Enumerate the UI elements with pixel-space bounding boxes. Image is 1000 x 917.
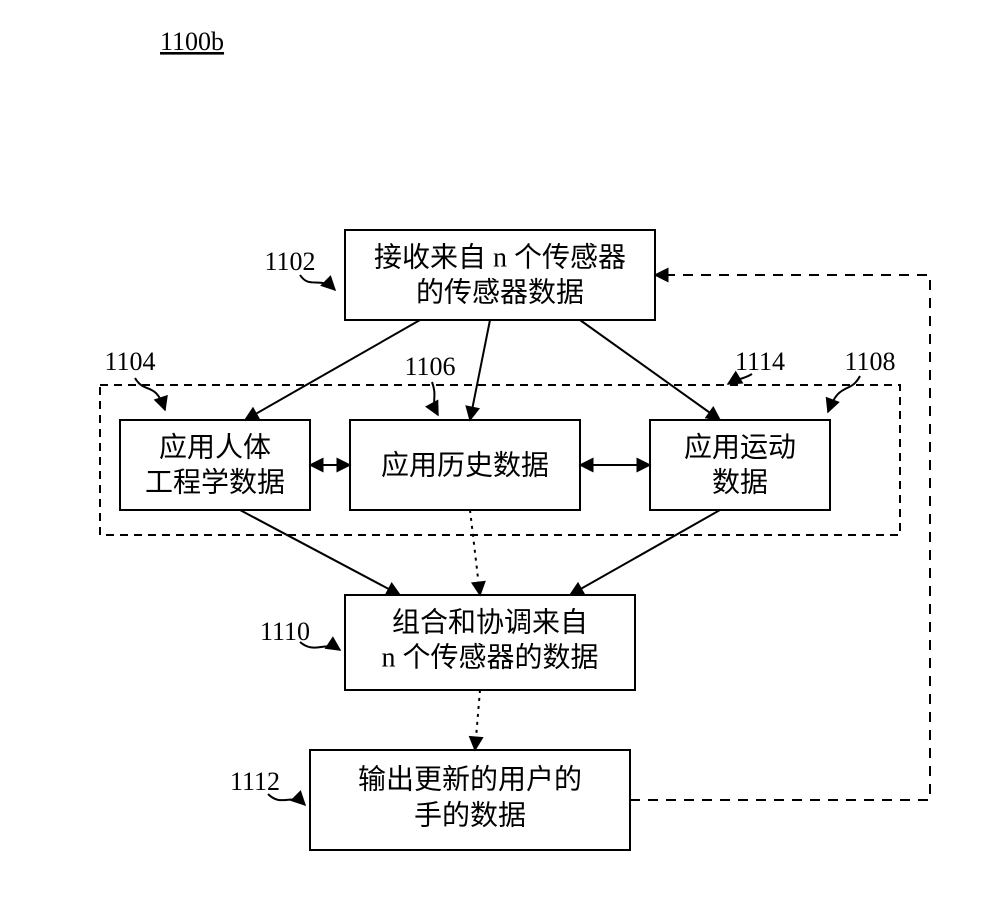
node-1104: 应用人体 工程学数据: [120, 420, 310, 510]
edge-1102-1106: [470, 320, 490, 420]
svg-text:1108: 1108: [844, 347, 895, 376]
svg-text:1104: 1104: [104, 347, 155, 376]
node-1108: 应用运动 数据: [650, 420, 830, 510]
svg-text:应用人体: 应用人体: [159, 431, 271, 463]
edge-1104-1110: [240, 510, 400, 595]
svg-text:工程学数据: 工程学数据: [145, 466, 285, 498]
svg-text:手的数据: 手的数据: [414, 799, 526, 831]
flowchart-diagram: 1100b 接收来自 n 个传感器 的传感器数据 应用人体 工程学数据 应用历史…: [0, 0, 1000, 917]
svg-text:1112: 1112: [230, 767, 280, 796]
ref-1108: 1108: [828, 347, 896, 412]
ref-1104: 1104: [104, 347, 165, 410]
figure-ref-label: 1100b: [160, 27, 224, 56]
ref-1110: 1110: [260, 617, 340, 650]
svg-text:接收来自 n 个传感器: 接收来自 n 个传感器: [374, 241, 626, 273]
svg-text:的传感器数据: 的传感器数据: [416, 276, 584, 308]
node-1110: 组合和协调来自 n 个传感器的数据: [345, 595, 635, 690]
edge-1106-1110: [470, 510, 480, 595]
svg-text:1102: 1102: [264, 247, 315, 276]
svg-text:1106: 1106: [404, 352, 455, 381]
edge-1102-1104: [245, 320, 420, 420]
node-1102: 接收来自 n 个传感器 的传感器数据: [345, 230, 655, 320]
edge-1108-1110: [570, 510, 720, 595]
svg-text:应用历史数据: 应用历史数据: [381, 449, 549, 481]
svg-text:n 个传感器的数据: n 个传感器的数据: [381, 641, 598, 673]
svg-text:组合和协调来自: 组合和协调来自: [392, 606, 588, 638]
svg-text:1114: 1114: [735, 347, 785, 376]
svg-text:输出更新的用户的: 输出更新的用户的: [358, 763, 582, 795]
node-1112: 输出更新的用户的 手的数据: [310, 750, 630, 850]
ref-1112: 1112: [230, 767, 305, 805]
edge-1110-1112: [475, 690, 480, 750]
svg-text:数据: 数据: [712, 466, 768, 498]
svg-text:应用运动: 应用运动: [684, 431, 796, 463]
ref-1114: 1114: [728, 347, 785, 384]
edge-1102-1108: [580, 320, 720, 420]
node-1106: 应用历史数据: [350, 420, 580, 510]
ref-1106: 1106: [404, 352, 455, 415]
svg-text:1110: 1110: [260, 617, 310, 646]
ref-1102: 1102: [264, 247, 335, 290]
